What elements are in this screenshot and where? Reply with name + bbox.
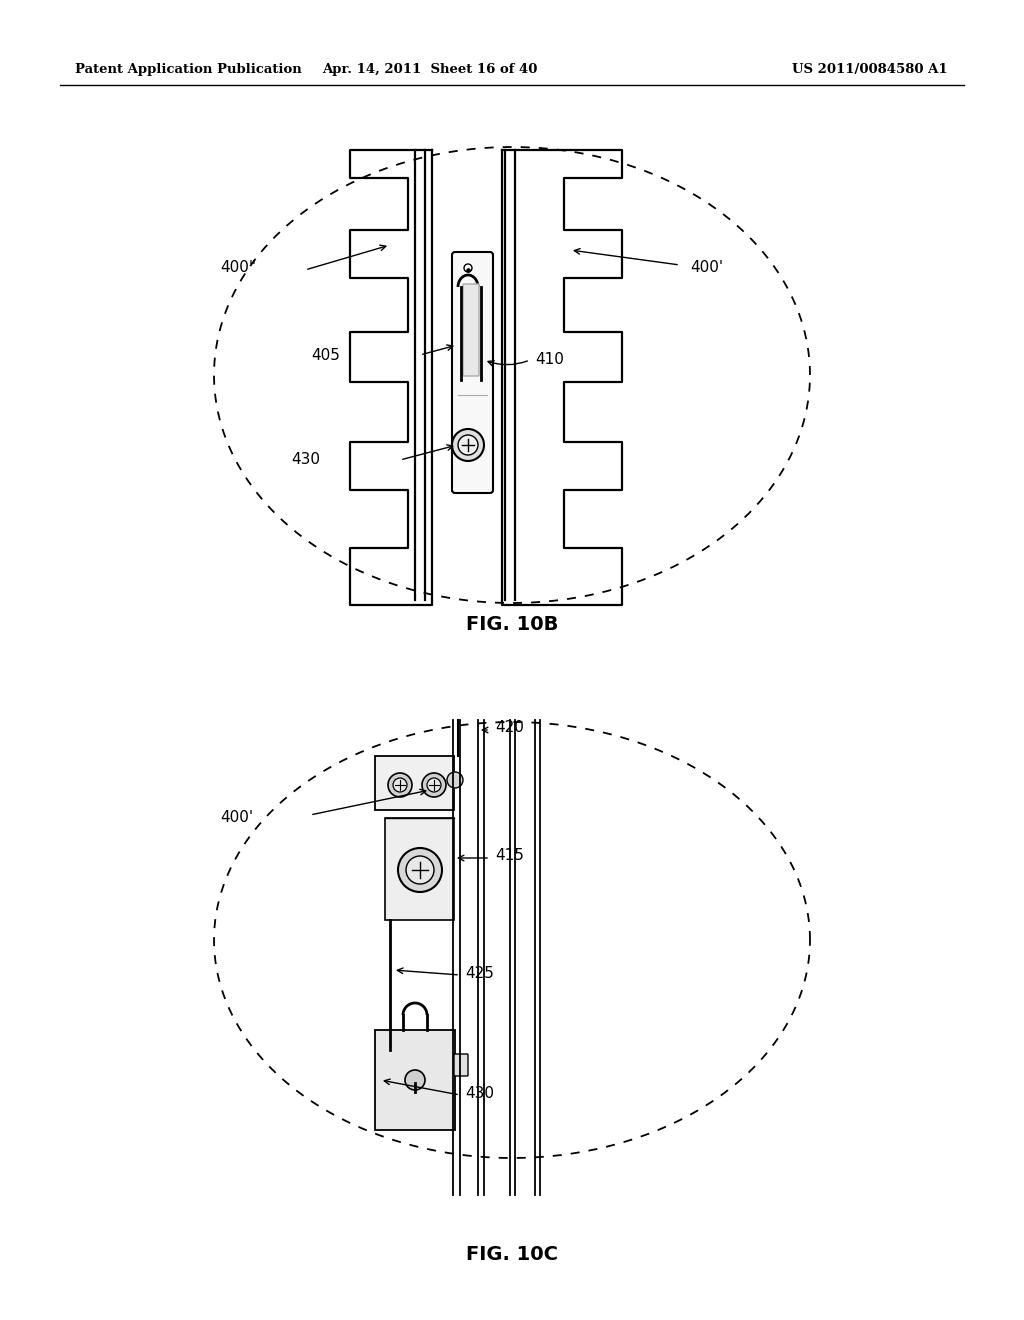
Circle shape [406, 855, 434, 884]
FancyBboxPatch shape [452, 252, 493, 492]
Circle shape [458, 436, 478, 455]
Text: 410: 410 [535, 352, 564, 367]
Text: 430: 430 [291, 453, 319, 467]
Bar [385, 818, 454, 920]
Circle shape [447, 772, 463, 788]
FancyBboxPatch shape [454, 1053, 468, 1076]
Text: FIG. 10B: FIG. 10B [466, 615, 558, 635]
Text: Apr. 14, 2011  Sheet 16 of 40: Apr. 14, 2011 Sheet 16 of 40 [323, 63, 538, 77]
Text: FIG. 10C: FIG. 10C [466, 1246, 558, 1265]
Bar [375, 756, 454, 810]
Circle shape [427, 777, 441, 792]
Circle shape [406, 1071, 425, 1090]
Text: 425: 425 [465, 965, 494, 981]
FancyBboxPatch shape [463, 284, 479, 376]
Circle shape [422, 774, 446, 797]
Bar [375, 1030, 455, 1130]
Text: Patent Application Publication: Patent Application Publication [75, 63, 302, 77]
Text: 420: 420 [495, 721, 524, 735]
Circle shape [452, 429, 484, 461]
Text: 415: 415 [495, 849, 524, 863]
Circle shape [393, 777, 407, 792]
Text: 400": 400" [220, 260, 256, 276]
Circle shape [464, 264, 472, 272]
Text: 430: 430 [465, 1085, 494, 1101]
Circle shape [398, 847, 442, 892]
Text: US 2011/0084580 A1: US 2011/0084580 A1 [793, 63, 948, 77]
Text: 400': 400' [690, 260, 723, 276]
Text: 405: 405 [311, 347, 340, 363]
Circle shape [388, 774, 412, 797]
Text: 400': 400' [220, 810, 253, 825]
